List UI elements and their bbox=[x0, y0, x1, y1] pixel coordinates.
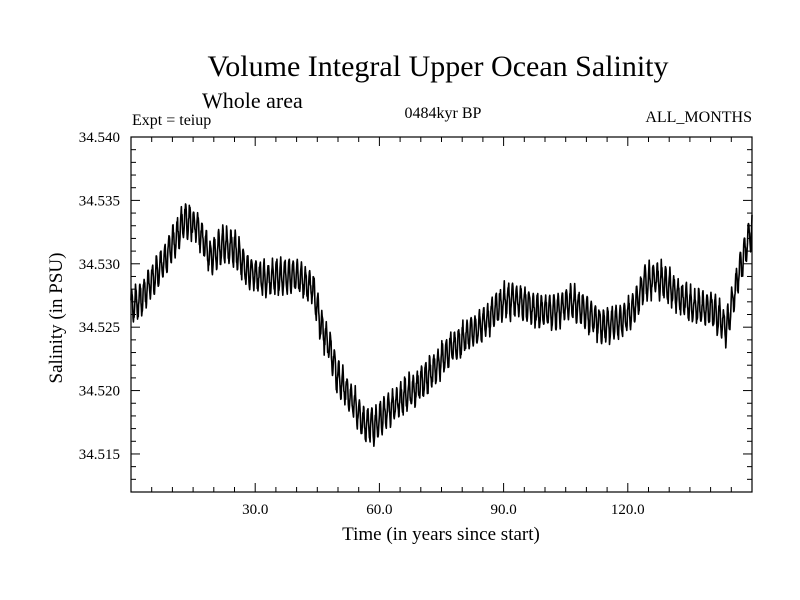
period-label: 0484kyr BP bbox=[404, 105, 482, 122]
y-tick-label: 34.540 bbox=[79, 130, 120, 146]
y-tick-label: 34.525 bbox=[79, 320, 120, 336]
chart-title: Volume Integral Upper Ocean Salinity bbox=[207, 50, 669, 83]
axis-tick-labels: 30.0 60.0 90.0 120.0 34.515 34.520 34.525 34.53… bbox=[79, 130, 645, 518]
y-tick-label: 34.530 bbox=[79, 257, 120, 273]
x-tick-label: 120.0 bbox=[611, 502, 645, 518]
x-axis-label: Time (in years since start) bbox=[342, 524, 540, 545]
axis-ticks bbox=[131, 136, 752, 493]
x-tick-label: 30.0 bbox=[242, 502, 268, 518]
x-tick-label: 90.0 bbox=[490, 502, 516, 518]
y-tick-label: 34.520 bbox=[79, 384, 120, 400]
months-label: ALL_MONTHS bbox=[645, 109, 752, 126]
salinity-series-line bbox=[130, 203, 753, 447]
y-tick-label: 34.515 bbox=[79, 447, 120, 463]
y-axis-label: Salinity (in PSU) bbox=[46, 253, 67, 384]
x-tick-label: 60.0 bbox=[366, 502, 392, 518]
chart-subtitle: Whole area bbox=[202, 88, 303, 113]
y-tick-label: 34.535 bbox=[79, 193, 120, 209]
plot-frame bbox=[130, 136, 753, 493]
experiment-label: Expt = teiup bbox=[132, 112, 212, 129]
